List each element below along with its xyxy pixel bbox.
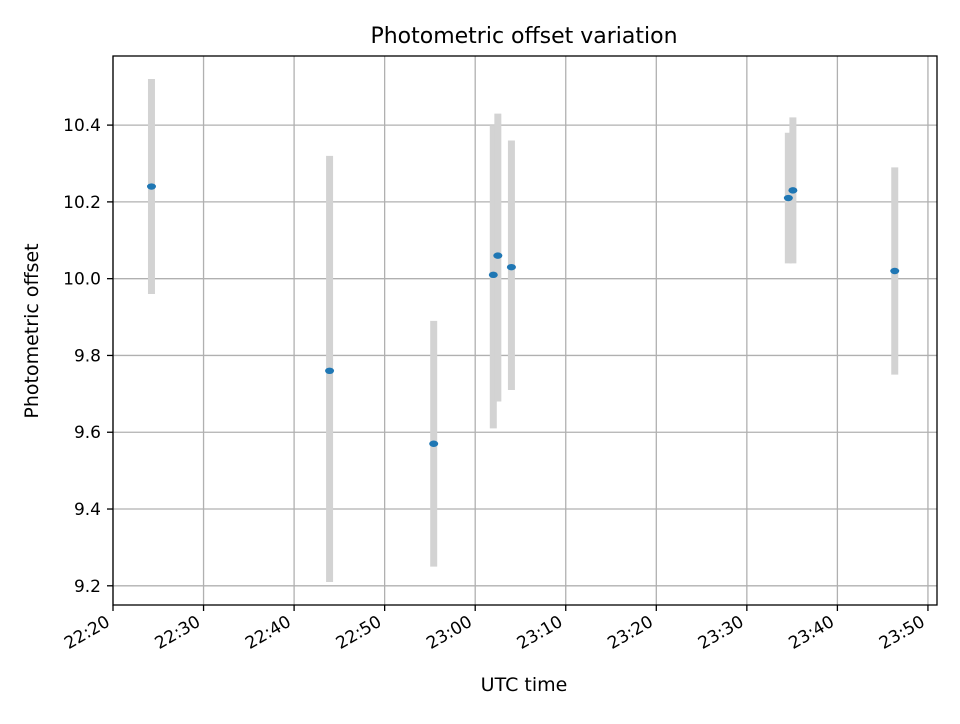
x-tick-label: 23:10 [514, 612, 566, 654]
data-points [146, 183, 900, 447]
x-axis-ticks: 22:20 22:30 22:40 22:50 23:00 23:10 23:20 23:30… [61, 605, 929, 654]
x-tick-label: 22:40 [242, 612, 294, 654]
data-point [783, 194, 793, 202]
chart-title: Photometric offset variation [370, 24, 677, 49]
y-tick-label: 9.8 [74, 346, 101, 366]
y-tick-label: 10.0 [63, 270, 101, 290]
y-tick-label: 9.2 [74, 577, 101, 597]
y-tick-label: 9.4 [74, 500, 101, 520]
x-tick-label: 23:20 [604, 612, 656, 654]
data-point [493, 252, 503, 259]
plot-frame [112, 55, 938, 606]
data-point [146, 183, 156, 190]
x-axis-label: UTC time [481, 674, 568, 696]
error-bars [147, 79, 899, 582]
y-tick-label: 9.6 [74, 423, 101, 443]
x-tick-label: 23:30 [695, 612, 747, 654]
x-tick-label: 22:30 [152, 612, 204, 654]
y-tick-label: 10.2 [63, 193, 101, 213]
x-tick-label: 22:20 [61, 612, 113, 654]
data-point [890, 267, 900, 275]
data-point [488, 271, 498, 279]
x-tick-label: 23:00 [423, 612, 475, 654]
y-axis-ticks: 9.2 9.4 9.6 9.8 10.0 10.2 10.4 [63, 116, 113, 597]
x-tick-label: 22:50 [333, 612, 385, 654]
data-point [506, 263, 516, 271]
x-tick-label: 23:40 [785, 612, 837, 654]
data-point [788, 187, 798, 194]
x-tick-label: 23:50 [876, 612, 928, 654]
grid-lines [112, 56, 937, 605]
y-axis-label: Photometric offset [21, 243, 43, 418]
data-point [429, 440, 439, 447]
y-tick-label: 10.4 [63, 116, 101, 136]
data-point [325, 367, 335, 375]
